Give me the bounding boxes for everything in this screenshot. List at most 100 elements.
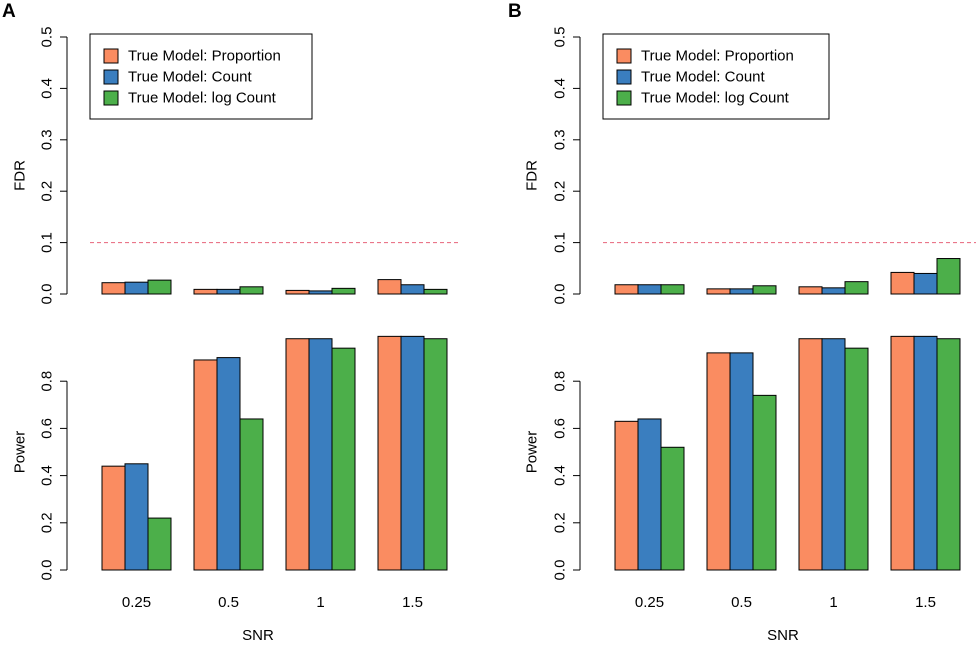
x-tick-label: 1	[829, 594, 837, 611]
fdr-bar	[216, 288, 241, 295]
power-bar	[752, 394, 777, 571]
y-tick-label: 0.5	[39, 27, 56, 48]
legend-label: True Model: log Count	[641, 90, 790, 107]
y-tick-label: 0.5	[552, 27, 569, 48]
y-tick-label: 0.0	[552, 284, 569, 305]
power-bar	[101, 465, 126, 571]
fdr-plot: 0.0 0.1 0.2 0.3 0.4 0.5 FDR	[12, 27, 460, 304]
panel-b: B 0.0 0.1 0.2 0.3 0.4 0.5 FDR 0.0 0.2 0.4 0.6 0.8 P…	[508, 1, 976, 644]
fdr-bar	[400, 284, 425, 295]
y-tick-label: 0.4	[39, 78, 56, 99]
fdr-bar	[637, 284, 662, 295]
y-tick-label: 0.0	[39, 560, 56, 581]
fdr-bar	[423, 288, 448, 295]
power-bar	[193, 359, 218, 571]
power-bar	[331, 347, 356, 571]
y-tick-label: 0.6	[552, 418, 569, 439]
legend: True Model: Proportion True Model: Count T…	[602, 33, 830, 120]
fdr-bar	[890, 271, 915, 295]
power-bar	[216, 357, 241, 571]
y-tick-label: 0.4	[39, 465, 56, 486]
power-plot: 0.0 0.2 0.4 0.6 0.8 Power	[524, 335, 961, 580]
y-tick-label: 0.1	[39, 232, 56, 253]
legend-label: True Model: Proportion	[128, 48, 281, 65]
power-bar	[936, 338, 961, 571]
fdr-bar	[308, 290, 333, 295]
legend-label: True Model: Count	[128, 69, 253, 86]
x-axis-title: SNR	[767, 627, 799, 644]
y-axis-title: FDR	[12, 160, 29, 191]
legend-box	[89, 33, 313, 120]
power-bar	[423, 338, 448, 571]
legend-label: True Model: log Count	[128, 90, 277, 107]
x-tick-label: 0.5	[218, 594, 239, 611]
x-axis-title: SNR	[242, 627, 274, 644]
y-axis-title: Power	[524, 431, 541, 474]
power-bar	[637, 418, 662, 571]
x-tick-label: 0.5	[731, 594, 752, 611]
panel-label: A	[2, 1, 16, 22]
y-tick-label: 0.2	[39, 181, 56, 202]
fdr-bar	[377, 279, 402, 295]
legend-swatch	[616, 90, 632, 106]
power-bar	[706, 352, 731, 571]
fdr-plot: 0.0 0.1 0.2 0.3 0.4 0.5 FDR	[524, 27, 976, 305]
y-tick-label: 0.2	[552, 181, 569, 202]
x-axis: 0.25 0.5 1 1.5	[635, 594, 936, 611]
x-tick-label: 1	[316, 594, 324, 611]
x-tick-label: 0.25	[635, 594, 664, 611]
legend-swatch	[103, 90, 119, 106]
fdr-bar	[331, 287, 356, 295]
fdr-bar	[614, 284, 639, 295]
x-tick-label: 0.25	[122, 594, 151, 611]
legend-swatch	[616, 69, 632, 85]
x-axis: 0.25 0.5 1 1.5	[122, 594, 423, 611]
fdr-bar	[706, 288, 731, 295]
legend-label: True Model: Count	[641, 69, 766, 86]
power-bar	[239, 418, 264, 571]
y-tick-label: 0.8	[39, 371, 56, 392]
legend-swatch	[616, 48, 632, 64]
legend-label: True Model: Proportion	[641, 48, 794, 65]
power-bar	[377, 335, 402, 571]
x-tick-label: 1.5	[915, 594, 936, 611]
fdr-bar	[821, 287, 846, 295]
power-bar	[400, 335, 425, 571]
fdr-bar	[193, 288, 218, 295]
fdr-bar	[285, 289, 310, 295]
fdr-bar	[660, 284, 685, 295]
panel-label: B	[508, 1, 522, 22]
power-plot: 0.0 0.2 0.4 0.6 0.8 Power	[12, 335, 448, 581]
fdr-bar	[124, 281, 149, 295]
fdr-bar	[729, 288, 754, 295]
power-bar	[913, 335, 938, 571]
y-axis-title: Power	[12, 431, 29, 474]
y-tick-label: 0.3	[39, 129, 56, 150]
y-tick-label: 0.3	[552, 129, 569, 150]
y-axis-title: FDR	[524, 160, 541, 191]
power-bar	[147, 517, 172, 571]
legend-box	[602, 33, 830, 120]
x-tick-label: 1.5	[402, 594, 423, 611]
panel-a: A 0.0 0.1 0.2 0.3 0.4 0.5 FDR 0.0 0.2 0.4 0.6 0.8 P…	[2, 1, 460, 644]
power-bar	[821, 338, 846, 571]
y-tick-label: 0.2	[39, 512, 56, 533]
power-bar	[308, 338, 333, 571]
power-bar	[285, 338, 310, 571]
y-tick-label: 0.4	[552, 78, 569, 99]
legend-swatch	[103, 48, 119, 64]
fdr-bar	[798, 286, 823, 295]
fdr-bar	[752, 285, 777, 295]
power-bar	[844, 347, 869, 571]
power-bar	[124, 463, 149, 571]
fdr-bar	[239, 286, 264, 295]
y-tick-label: 0.1	[552, 232, 569, 253]
y-tick-label: 0.4	[552, 465, 569, 486]
y-tick-label: 0.8	[552, 371, 569, 392]
fdr-bar	[147, 279, 172, 295]
fdr-bar	[844, 281, 869, 295]
power-bar	[614, 420, 639, 571]
fdr-bar	[101, 282, 126, 295]
power-bar	[729, 352, 754, 571]
